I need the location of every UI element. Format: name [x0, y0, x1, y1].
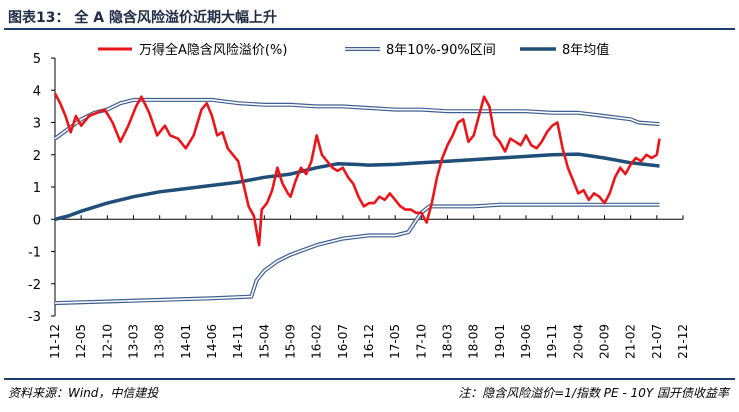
x-tick-label: 20-09 — [598, 324, 612, 359]
risk-premium-line — [53, 92, 661, 247]
x-axis: 11-12 12-05 12-10 13-03 13-08 14-01 14-06 14-11… — [48, 215, 690, 359]
x-tick-label: 19-06 — [519, 324, 533, 359]
x-tick-label: 14-01 — [179, 324, 193, 359]
x-tick-label: 21-02 — [624, 324, 638, 359]
y-tick-label: -3 — [28, 310, 41, 325]
x-tick-label: 12-05 — [74, 324, 88, 359]
band-lower-line-core — [54, 203, 660, 304]
source-note: 资料来源：Wind，中信建投 — [8, 386, 159, 400]
band-upper-line-core — [54, 99, 660, 140]
x-tick-label: 18-08 — [467, 324, 481, 359]
x-tick-label: 20-04 — [571, 324, 585, 359]
top-rule — [4, 28, 735, 30]
figure-label: 图表13： — [8, 10, 70, 26]
x-tick-label: 13-03 — [127, 324, 141, 359]
y-tick-label: 2 — [33, 149, 41, 164]
x-tick-label: 18-03 — [441, 324, 455, 359]
y-tick-label: -2 — [28, 278, 41, 293]
legend: 万得全A隐含风险溢价(%) 8年10%-90%区间 8年均值 — [98, 42, 609, 58]
x-tick-label: 12-10 — [100, 324, 114, 359]
x-tick-label: 19-01 — [493, 324, 507, 359]
mean-line — [54, 152, 660, 221]
y-tick-label: 4 — [33, 84, 41, 99]
x-tick-label: 11-12 — [48, 324, 62, 359]
figure-title-text: 全 A 隐含风险溢价近期大幅上升 — [74, 10, 277, 26]
y-tick-label: -1 — [28, 246, 41, 261]
x-tick-label: 17-10 — [414, 324, 428, 359]
figure-title: 图表13： 全 A 隐含风险溢价近期大幅上升 — [8, 7, 277, 27]
x-tick-label: 21-12 — [676, 324, 690, 359]
x-tick-label: 16-02 — [310, 324, 324, 359]
x-tick-label: 15-09 — [284, 324, 298, 359]
x-tick-label: 13-08 — [153, 324, 167, 359]
x-tick-label: 17-05 — [388, 324, 402, 359]
x-tick-label: 14-06 — [205, 324, 219, 359]
y-tick-label: 1 — [33, 181, 41, 196]
x-tick-label: 15-04 — [257, 324, 271, 359]
bottom-rule — [4, 378, 735, 380]
y-tick-label: 0 — [33, 213, 41, 228]
plot-area — [53, 92, 661, 306]
x-tick-label: 16-07 — [336, 324, 350, 359]
x-tick-label: 19-11 — [545, 324, 559, 359]
legend-label-mean: 8年均值 — [562, 42, 609, 58]
legend-label-risk-premium: 万得全A隐含风险溢价(%) — [139, 42, 287, 58]
y-tick-label: 3 — [33, 117, 41, 132]
y-tick-label: 5 — [33, 52, 41, 67]
line-chart: -3 -2 -1 0 1 2 3 4 5 11-12 12-05 12-10 13-03 13-08 14… — [28, 42, 690, 359]
x-tick-label: 21-07 — [650, 324, 664, 359]
y-axis: -3 -2 -1 0 1 2 3 4 5 — [28, 52, 56, 325]
x-tick-label: 14-11 — [231, 324, 245, 359]
formula-note: 注：隐含风险溢价=1/指数 PE - 10Y 国开债收益率 — [458, 386, 729, 400]
legend-label-band: 8年10%-90%区间 — [386, 43, 496, 58]
x-tick-label: 16-12 — [362, 324, 376, 359]
